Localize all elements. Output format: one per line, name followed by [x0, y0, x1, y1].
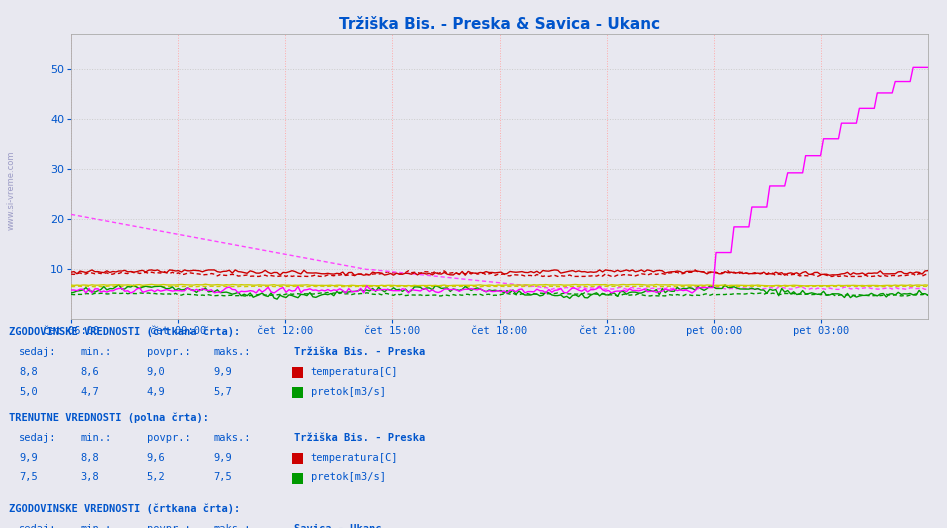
Text: 8,8: 8,8	[19, 367, 38, 377]
Text: 5,7: 5,7	[213, 386, 232, 397]
Title: Tržiška Bis. - Preska & Savica - Ukanc: Tržiška Bis. - Preska & Savica - Ukanc	[339, 17, 660, 32]
Text: 4,9: 4,9	[147, 386, 166, 397]
Text: ZGODOVINSKE VREDNOSTI (črtkana črta):: ZGODOVINSKE VREDNOSTI (črtkana črta):	[9, 327, 241, 337]
Text: 9,9: 9,9	[19, 452, 38, 463]
Text: min.:: min.:	[80, 433, 112, 443]
Text: ZGODOVINSKE VREDNOSTI (črtkana črta):: ZGODOVINSKE VREDNOSTI (črtkana črta):	[9, 503, 241, 514]
Text: pretok[m3/s]: pretok[m3/s]	[311, 386, 385, 397]
Text: TRENUTNE VREDNOSTI (polna črta):: TRENUTNE VREDNOSTI (polna črta):	[9, 413, 209, 423]
Text: Tržiška Bis. - Preska: Tržiška Bis. - Preska	[294, 347, 425, 357]
Text: Savica - Ukanc: Savica - Ukanc	[294, 524, 381, 528]
Text: min.:: min.:	[80, 347, 112, 357]
Text: 9,6: 9,6	[147, 452, 166, 463]
Text: 3,8: 3,8	[80, 473, 99, 483]
Text: 5,2: 5,2	[147, 473, 166, 483]
Text: sedaj:: sedaj:	[19, 433, 57, 443]
Text: 5,0: 5,0	[19, 386, 38, 397]
Text: Tržiška Bis. - Preska: Tržiška Bis. - Preska	[294, 433, 425, 443]
Text: 4,7: 4,7	[80, 386, 99, 397]
Text: www.si-vreme.com: www.si-vreme.com	[7, 150, 16, 230]
Text: maks.:: maks.:	[213, 347, 251, 357]
Text: pretok[m3/s]: pretok[m3/s]	[311, 473, 385, 483]
Text: temperatura[C]: temperatura[C]	[311, 452, 398, 463]
Text: 9,0: 9,0	[147, 367, 166, 377]
Text: 9,9: 9,9	[213, 452, 232, 463]
Text: temperatura[C]: temperatura[C]	[311, 367, 398, 377]
Text: maks.:: maks.:	[213, 524, 251, 528]
Text: 8,6: 8,6	[80, 367, 99, 377]
Text: 8,8: 8,8	[80, 452, 99, 463]
Text: 9,9: 9,9	[213, 367, 232, 377]
Text: 7,5: 7,5	[213, 473, 232, 483]
Text: povpr.:: povpr.:	[147, 524, 190, 528]
Text: sedaj:: sedaj:	[19, 524, 57, 528]
Text: povpr.:: povpr.:	[147, 433, 190, 443]
Text: povpr.:: povpr.:	[147, 347, 190, 357]
Text: sedaj:: sedaj:	[19, 347, 57, 357]
Text: 7,5: 7,5	[19, 473, 38, 483]
Text: min.:: min.:	[80, 524, 112, 528]
Text: maks.:: maks.:	[213, 433, 251, 443]
